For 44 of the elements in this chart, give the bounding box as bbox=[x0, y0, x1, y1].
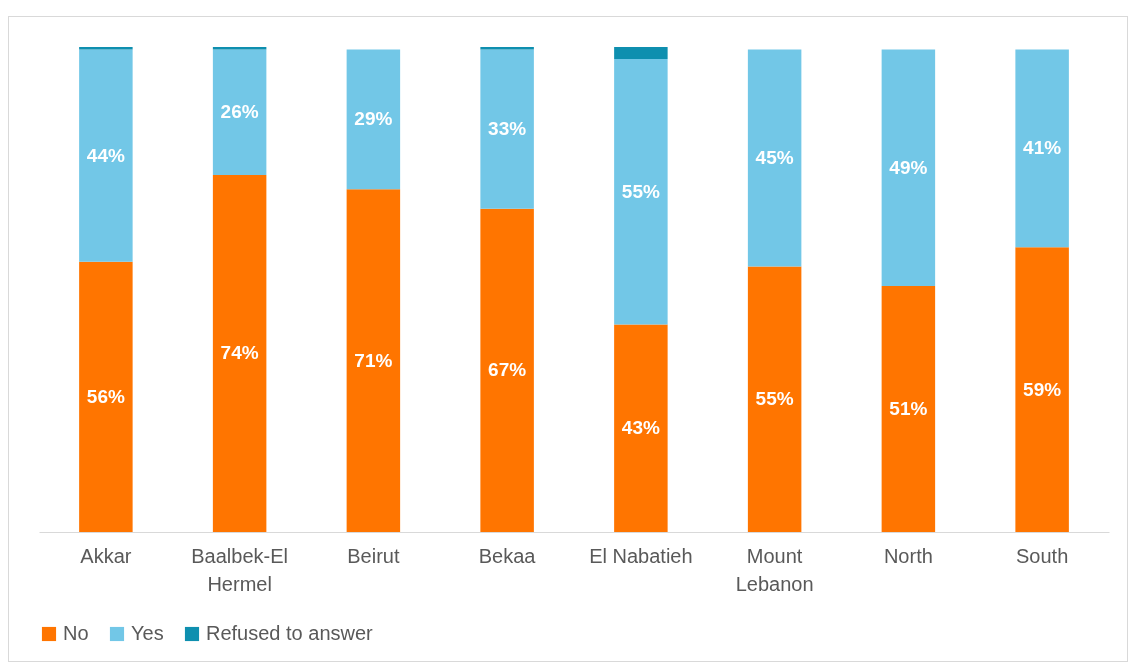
bar bbox=[480, 49, 534, 209]
bar bbox=[480, 208, 534, 532]
data-label: 74% bbox=[220, 342, 259, 364]
data-label: 26% bbox=[220, 101, 259, 123]
bar bbox=[79, 49, 133, 262]
legend-label: No bbox=[63, 622, 89, 644]
data-label: 45% bbox=[755, 147, 794, 168]
bar bbox=[881, 285, 936, 532]
data-label: 33% bbox=[488, 118, 527, 140]
data-label: 56% bbox=[86, 385, 125, 407]
x-tick-label: Baalbek-El Hermel bbox=[191, 544, 288, 595]
data-label: 41% bbox=[1023, 137, 1062, 159]
bar bbox=[614, 47, 668, 60]
data-label: 43% bbox=[621, 417, 660, 439]
data-label: 49% bbox=[889, 156, 928, 178]
x-tick-label: El Nabatieh bbox=[589, 544, 693, 567]
bar bbox=[747, 266, 802, 532]
data-label: 71% bbox=[354, 349, 393, 371]
bar bbox=[346, 49, 401, 190]
bar bbox=[1015, 49, 1069, 248]
x-tick-label: Mount Lebanon bbox=[735, 544, 814, 595]
bar bbox=[346, 189, 401, 532]
data-label: 55% bbox=[621, 180, 660, 202]
x-tick-label: North bbox=[883, 544, 933, 567]
data-label: 44% bbox=[86, 144, 125, 166]
x-tick-label: South bbox=[1015, 544, 1069, 567]
bar bbox=[614, 59, 668, 325]
legend-label: Refused to answer bbox=[206, 622, 374, 644]
data-label: 55% bbox=[755, 388, 794, 410]
data-label: 29% bbox=[354, 108, 393, 130]
x-tick-label: Bekaa bbox=[478, 544, 537, 567]
data-label: 59% bbox=[1023, 378, 1062, 400]
data-label: 67% bbox=[488, 359, 527, 381]
data-label: 51% bbox=[889, 397, 928, 419]
legend-label: Yes bbox=[131, 622, 164, 644]
bar bbox=[212, 49, 267, 175]
x-tick-label: Akkar bbox=[80, 544, 132, 567]
bar bbox=[747, 49, 802, 267]
bar bbox=[212, 174, 267, 532]
bar bbox=[79, 261, 133, 532]
bar bbox=[1015, 247, 1069, 532]
x-tick-label: Beirut bbox=[347, 544, 400, 567]
bar bbox=[614, 324, 668, 532]
bar bbox=[881, 49, 936, 286]
